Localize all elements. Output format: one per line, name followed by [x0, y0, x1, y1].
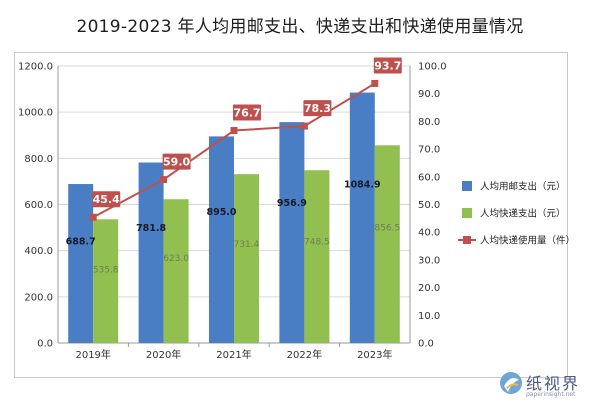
- y-left-tick-label: 200.0: [24, 292, 53, 303]
- y-right-tick-label: 20.0: [418, 283, 440, 294]
- legend-label: 人均快递使用量（件）: [480, 235, 575, 247]
- y-left-tick-label: 0.0: [37, 339, 53, 350]
- chart-title: 2019-2023 年人均用邮支出、快递支出和快递使用量情况: [76, 17, 524, 37]
- bar-data-label: 856.5: [374, 223, 400, 233]
- bar-express: [304, 170, 330, 343]
- line-data-label: 45.4: [93, 193, 120, 206]
- line-label-box: [162, 153, 191, 170]
- y-right-tick-label: 50.0: [418, 200, 440, 211]
- watermark-subtext: paperinsight.net: [526, 391, 576, 398]
- line-label-box: [373, 57, 402, 74]
- line-marker: [89, 213, 97, 221]
- bar-data-label: 623.0: [163, 254, 189, 264]
- y-left-tick-label: 1200.0: [18, 62, 53, 73]
- bar-postal: [138, 162, 164, 343]
- y-left-tick-label: 800.0: [24, 154, 53, 165]
- bar-express: [234, 174, 259, 343]
- x-tick-label: 2023年: [357, 348, 392, 361]
- bar-data-label: 748.5: [304, 238, 330, 248]
- bar-postal: [209, 136, 234, 343]
- bar-data-label: 895.0: [206, 207, 236, 218]
- line-marker: [371, 79, 379, 87]
- bar-postal: [349, 92, 375, 344]
- y-right-tick-label: 40.0: [418, 228, 440, 239]
- bar-data-label: 688.7: [66, 236, 96, 247]
- bar-data-label: 1084.9: [344, 180, 381, 191]
- y-left-tick-label: 600.0: [24, 200, 53, 211]
- watermark-text: 纸视界: [526, 374, 581, 393]
- line-marker: [230, 127, 238, 135]
- line-label-box: [303, 100, 332, 117]
- x-tick-label: 2022年: [287, 348, 322, 361]
- y-right-tick-label: 10.0: [418, 311, 440, 322]
- y-right-tick-label: 60.0: [418, 172, 440, 183]
- line-data-label: 78.3: [304, 102, 331, 115]
- bar-express: [93, 219, 119, 343]
- line-data-label: 76.7: [233, 107, 260, 120]
- bar-data-label: 781.8: [136, 223, 166, 234]
- x-tick-label: 2020年: [146, 348, 181, 361]
- legend-swatch: [462, 181, 472, 191]
- plot-frame: [14, 52, 568, 378]
- y-right-tick-label: 0.0: [418, 339, 434, 350]
- legend-swatch-marker: [463, 236, 471, 244]
- y-left-tick-label: 400.0: [24, 246, 53, 257]
- line-data-label: 59.0: [163, 156, 190, 169]
- bar-data-label: 535.8: [93, 266, 119, 276]
- line-label-box: [233, 104, 261, 121]
- bar-data-label: 956.9: [277, 198, 307, 209]
- y-right-tick-label: 80.0: [418, 117, 440, 128]
- y-right-tick-label: 70.0: [418, 145, 440, 156]
- x-tick-label: 2019年: [75, 348, 110, 361]
- watermark: 纸视界 paperinsight.net: [498, 368, 594, 404]
- x-tick-label: 2021年: [216, 348, 251, 361]
- line-marker: [160, 176, 168, 184]
- line-label-box: [92, 191, 121, 208]
- legend-swatch: [462, 208, 472, 218]
- bar-postal: [68, 184, 94, 343]
- bar-express: [374, 145, 400, 343]
- line-marker: [300, 122, 308, 130]
- y-left-tick-label: 1000.0: [18, 108, 53, 119]
- y-right-tick-label: 30.0: [418, 255, 440, 266]
- bar-express: [163, 199, 189, 343]
- bar-data-label: 731.4: [234, 240, 260, 250]
- y-right-tick-label: 90.0: [418, 89, 440, 100]
- legend-label: 人均用邮支出（元）: [480, 181, 566, 193]
- y-right-tick-label: 100.0: [418, 62, 447, 73]
- legend-label: 人均快递支出（元）: [480, 208, 566, 220]
- line-data-label: 93.7: [374, 59, 401, 72]
- bar-postal: [279, 122, 305, 343]
- watermark-logo-icon: [500, 372, 522, 394]
